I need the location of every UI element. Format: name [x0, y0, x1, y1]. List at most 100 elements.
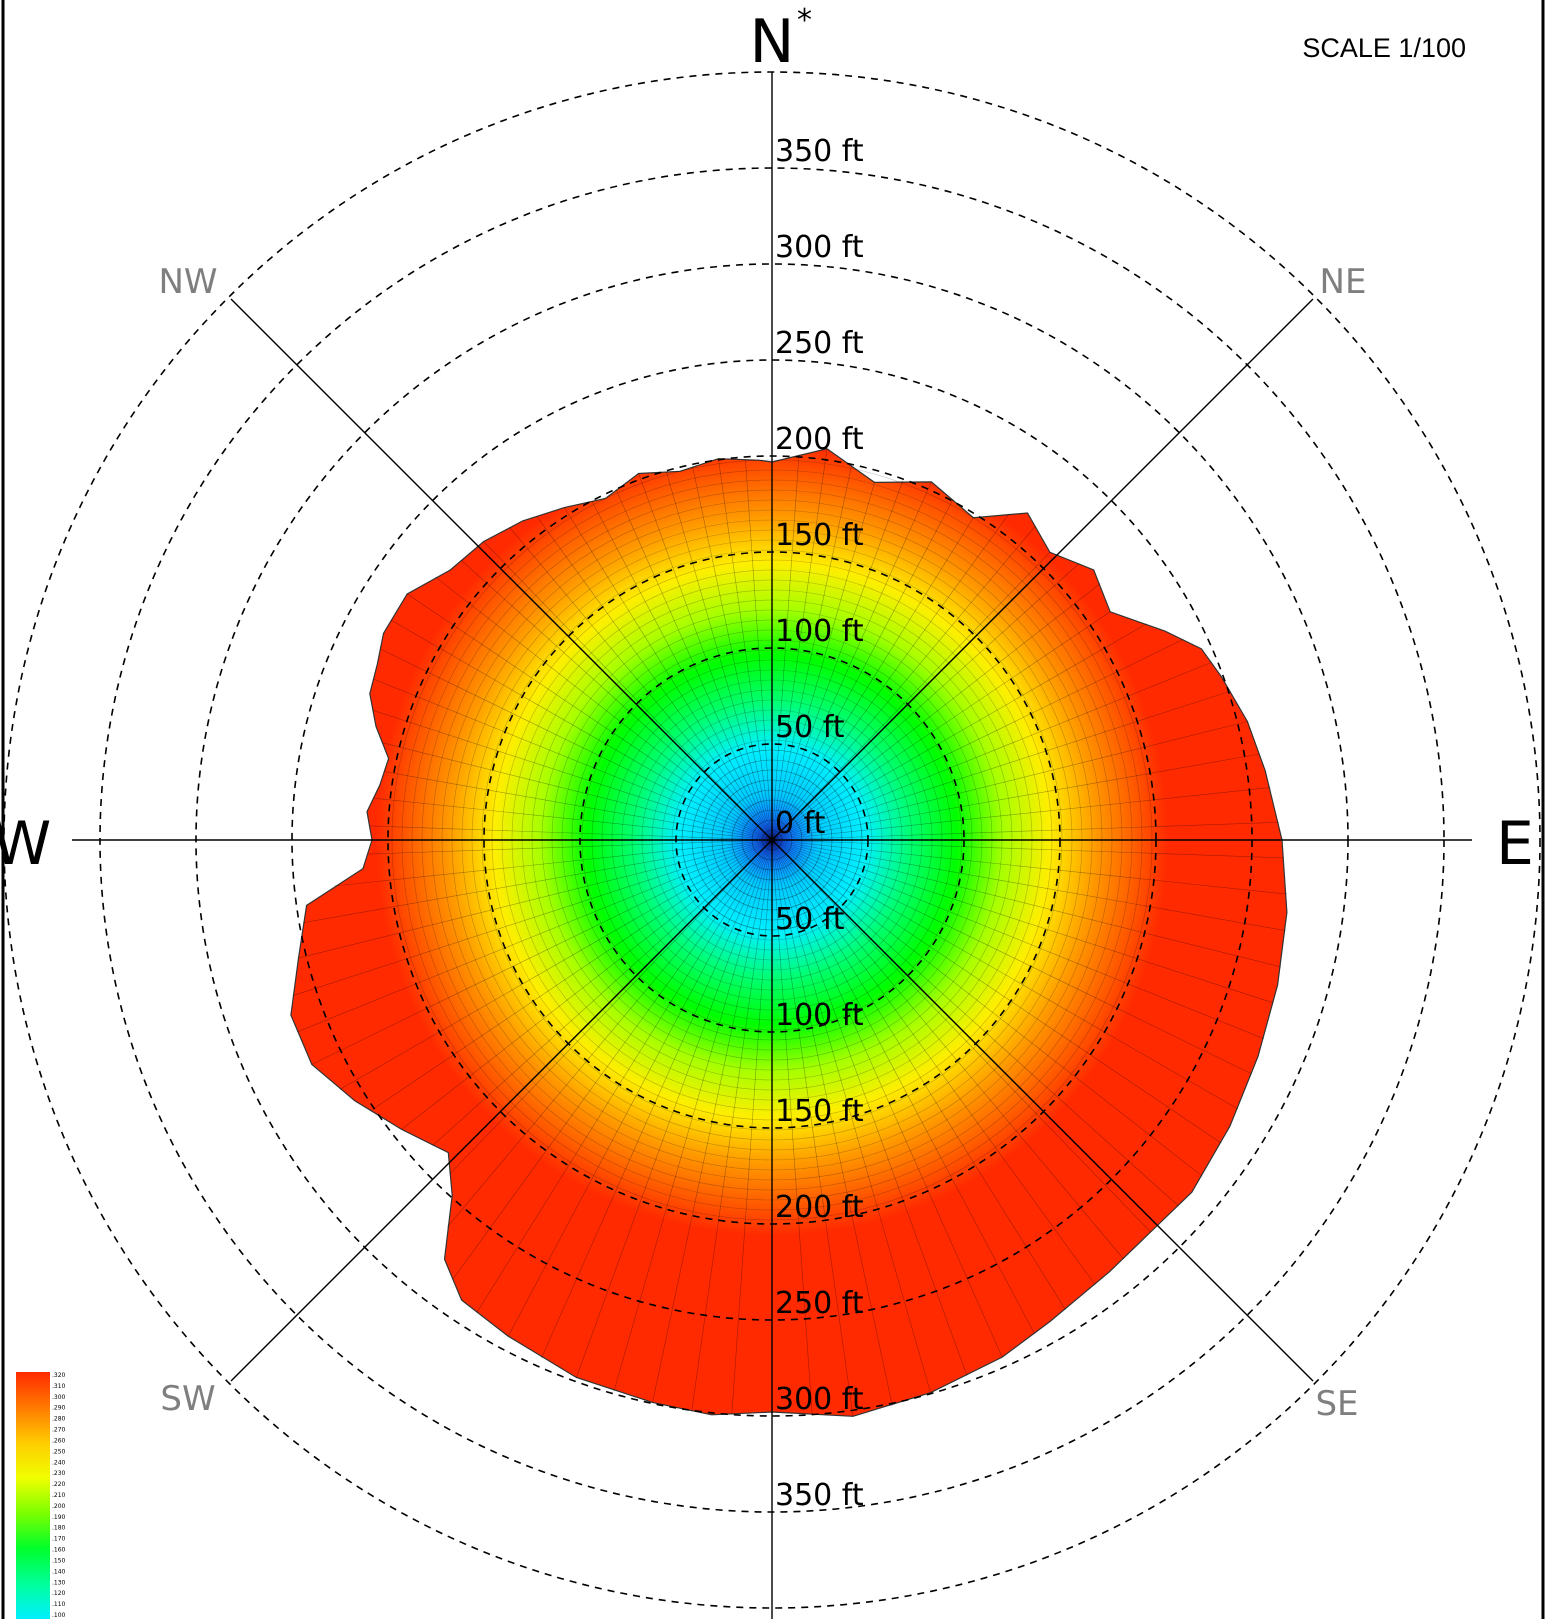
east-label: E: [1496, 809, 1534, 879]
mesh-spoke: [692, 466, 773, 841]
sw-label: SW: [160, 1379, 215, 1419]
color-legend-ticks: .320 .310 .300 .290 .280 .270 .260 .250 .240 .230…: [52, 1372, 66, 1619]
legend-tick-label: .230: [52, 1470, 66, 1477]
mesh-spoke: [771, 448, 828, 841]
mesh-spoke: [401, 839, 773, 1130]
mesh-spoke: [771, 839, 968, 1377]
range-label-n-0: 0 ft: [775, 806, 826, 841]
legend-tick-label: .220: [52, 1481, 66, 1488]
mesh-spoke: [373, 797, 773, 841]
legend-tick-label: .190: [52, 1514, 66, 1521]
range-label-n-200: 200 ft: [775, 422, 864, 457]
mesh-spoke: [771, 480, 903, 841]
mesh-spoke: [771, 839, 1151, 1233]
legend-tick-label: .320: [52, 1372, 66, 1379]
legend-tick-label: .140: [52, 1568, 66, 1575]
mesh-spoke: [771, 839, 1124, 1260]
scale-label: SCALE 1/100: [1302, 33, 1466, 63]
legend-tick-label: .100: [52, 1612, 66, 1619]
mesh-spoke: [771, 662, 1212, 841]
mesh-spoke: [771, 481, 932, 841]
mesh-spoke: [509, 527, 773, 841]
mesh-spoke: [476, 839, 773, 1313]
mesh-spoke: [383, 771, 773, 841]
legend-tick-label: .120: [52, 1590, 66, 1597]
mesh-spoke: [452, 839, 773, 1280]
se-label: SE: [1315, 1384, 1358, 1424]
mesh-spoke: [771, 454, 800, 841]
mesh-spoke: [613, 839, 773, 1392]
mesh-spoke: [298, 839, 773, 959]
mesh-spoke: [771, 525, 1036, 841]
mesh-spoke: [311, 839, 773, 1065]
mesh-spoke: [771, 839, 854, 1417]
mesh-spoke: [435, 577, 773, 841]
range-label-s-350: 350 ft: [775, 1478, 864, 1513]
mesh-spoke: [771, 482, 875, 841]
range-label-s-50: 50 ft: [775, 902, 845, 937]
mesh-spoke: [771, 839, 1253, 1075]
legend-tick-label: .300: [52, 1394, 66, 1401]
legend-tick-label: .150: [52, 1558, 66, 1565]
nw-se-axis: [230, 298, 1314, 1382]
mesh-spoke: [771, 839, 1035, 1335]
legend-tick-label: .290: [52, 1405, 66, 1412]
mesh-spoke: [771, 611, 1111, 841]
mesh-spoke: [771, 690, 1231, 841]
legend-tick-label: .260: [52, 1438, 66, 1445]
mesh-spoke: [771, 563, 1080, 841]
mesh-spoke: [745, 459, 773, 841]
south-range-labels: 50 ft 100 ft 150 ft 200 ft 250 ft 300 ft…: [775, 902, 864, 1513]
mesh-spoke: [339, 839, 773, 1090]
north-label: N: [750, 7, 795, 77]
mesh-spoke: [407, 593, 773, 841]
mesh-spoke: [771, 787, 1271, 841]
mesh-spoke: [771, 839, 1222, 1144]
mesh-spoke: [507, 839, 773, 1337]
mesh-spoke: [334, 839, 773, 887]
mesh-spoke: [771, 822, 1279, 841]
mesh-spoke: [771, 839, 1066, 1310]
north-range-labels: 0 ft 50 ft 100 ft 150 ft 200 ft 250 ft 3…: [775, 134, 864, 841]
range-label-n-350: 350 ft: [775, 134, 864, 169]
color-legend: .320 .310 .300 .290 .280 .270 .260 .250 .240 .230…: [16, 1372, 66, 1619]
legend-tick-label: .280: [52, 1416, 66, 1423]
west-label: W: [0, 809, 51, 879]
legend-tick-label: .130: [52, 1579, 66, 1586]
mesh-spoke: [771, 839, 1281, 968]
mesh-spoke: [460, 559, 773, 841]
range-label-s-250: 250 ft: [775, 1286, 864, 1321]
range-label-s-150: 150 ft: [775, 1094, 864, 1129]
mesh-spoke: [303, 839, 773, 923]
legend-tick-label: .310: [52, 1383, 66, 1390]
mesh-spoke: [771, 513, 1010, 841]
north-marker: *: [797, 3, 812, 38]
mesh-spoke: [449, 839, 773, 1175]
mesh-spoke: [771, 839, 1179, 1207]
mesh-spoke: [771, 517, 974, 841]
mesh-spoke: [369, 825, 773, 841]
nw-label: NW: [158, 262, 217, 302]
mesh-spoke: [297, 839, 773, 1033]
legend-tick-label: .210: [52, 1492, 66, 1499]
mesh-spoke: [771, 839, 1003, 1358]
mesh-spoke: [483, 541, 773, 841]
legend-tick-label: .170: [52, 1536, 66, 1543]
compass-axes: [72, 72, 1472, 1619]
mesh-spoke: [390, 619, 773, 841]
range-label-n-50: 50 ft: [775, 710, 845, 745]
mesh-spoke: [771, 639, 1184, 841]
mesh-spoke: [432, 839, 773, 1146]
legend-tick-label: .180: [52, 1525, 66, 1532]
mesh-spoke: [771, 721, 1248, 841]
mesh-spoke: [771, 499, 954, 841]
mesh-spoke: [447, 839, 773, 1228]
range-surface-polygon: [290, 448, 1288, 1417]
mesh-spoke: [771, 839, 1287, 895]
mesh-spoke: [771, 464, 852, 841]
range-label-s-300: 300 ft: [775, 1382, 864, 1417]
mesh-spoke: [771, 839, 1285, 859]
range-label-n-150: 150 ft: [775, 518, 864, 553]
mesh-spoke: [381, 742, 773, 841]
mesh-spoke: [536, 515, 773, 841]
